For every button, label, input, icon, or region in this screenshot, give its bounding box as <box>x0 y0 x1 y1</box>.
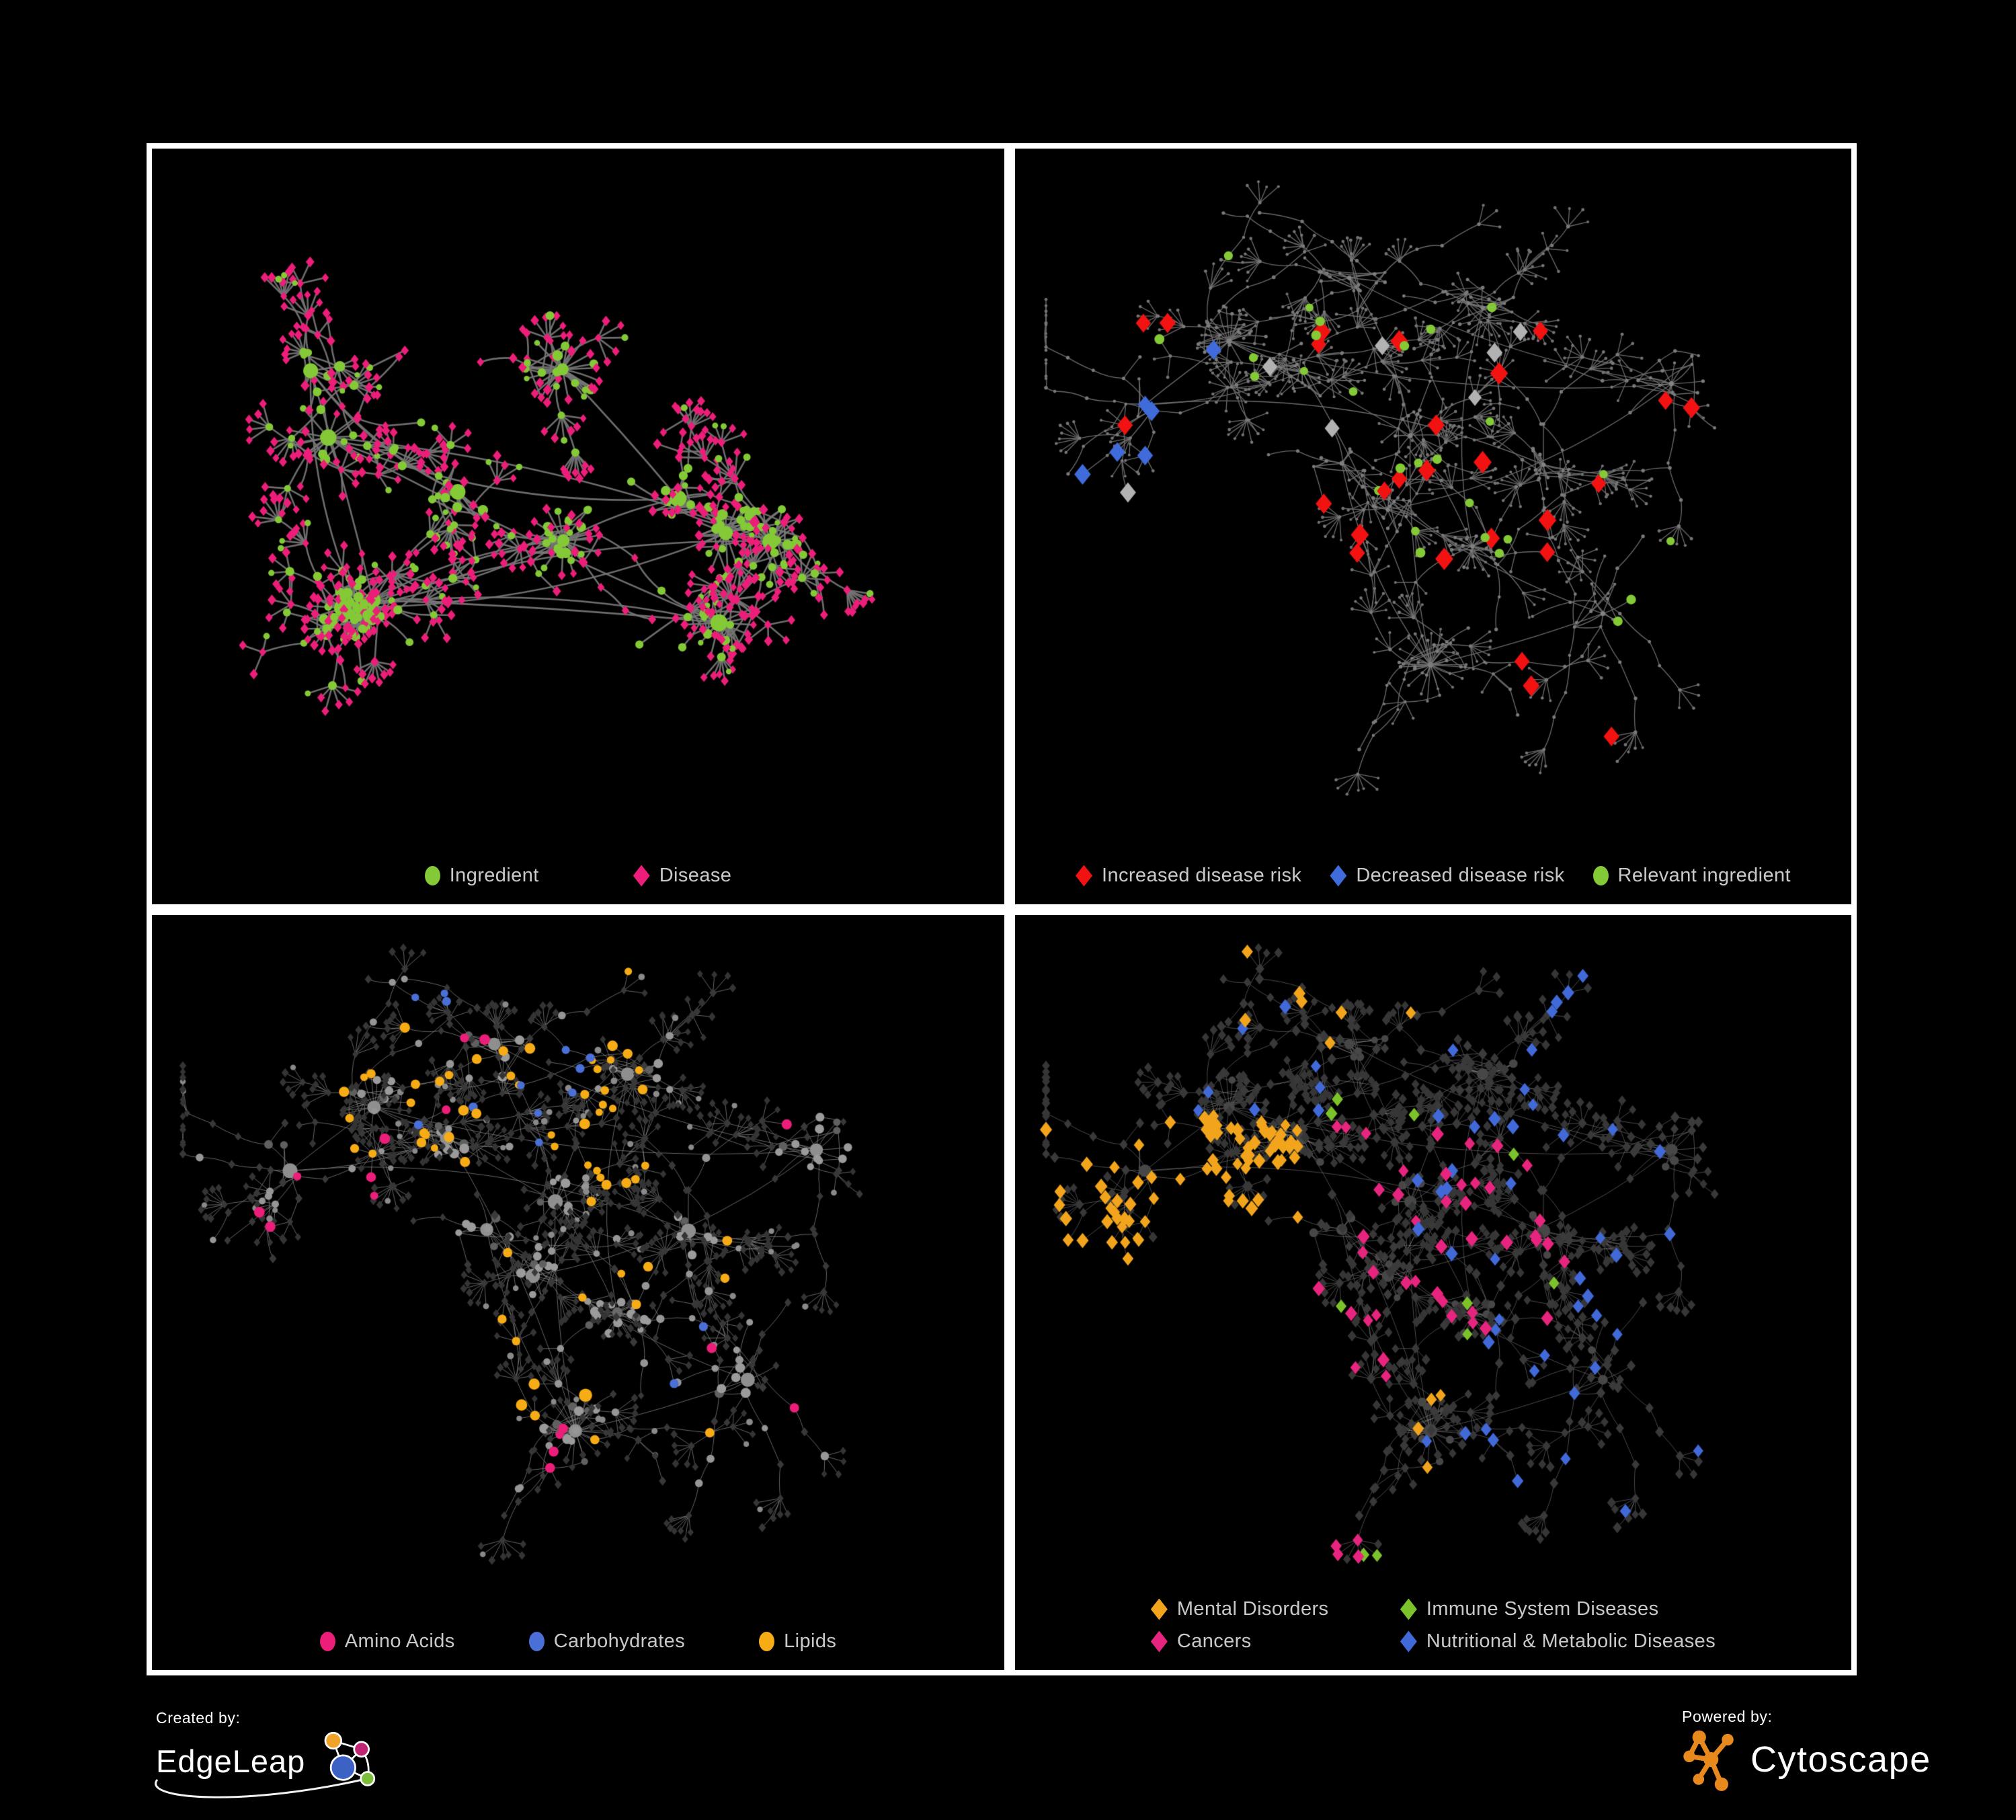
legend-item: Decreased disease risk <box>1330 865 1564 887</box>
legend-item: Amino Acids <box>319 1630 455 1653</box>
legend-item: Relevant ingredient <box>1592 865 1791 887</box>
disease-class-legend: Mental Disorders Immune System Diseases Ca… <box>1015 1598 1851 1653</box>
legend-label: Amino Acids <box>344 1630 455 1652</box>
nutrient-class-legend: Amino Acids Carbohydrates Lipids <box>152 1630 1004 1653</box>
legend-marker-circle <box>759 1632 775 1651</box>
disease-class-network-canvas <box>1015 915 1851 1670</box>
panel-nutrient-class: Amino Acids Carbohydrates Lipids <box>147 910 1010 1675</box>
legend-marker-diamond <box>1400 1598 1417 1620</box>
legend-item: Immune System Diseases <box>1400 1598 1716 1620</box>
ingredient-disease-network-canvas <box>152 149 1004 904</box>
powered-by-label: Powered by: <box>1682 1708 1773 1725</box>
legend-label: Mental Disorders <box>1176 1598 1329 1620</box>
legend-label: Relevant ingredient <box>1617 865 1791 886</box>
edgeleap-node-blue <box>330 1754 357 1781</box>
legend-label: Carbohydrates <box>553 1630 686 1652</box>
nutrient-class-network-canvas <box>152 915 1004 1670</box>
cytoscape-attribution: Powered by: <box>1682 1708 1931 1792</box>
panel-disease-class: Mental Disorders Immune System Diseases Ca… <box>1010 910 1857 1675</box>
legend-label: Cancers <box>1176 1630 1252 1652</box>
legend-item: Mental Disorders <box>1150 1598 1400 1620</box>
legend-marker-circle <box>528 1632 545 1651</box>
edgeleap-node-green <box>360 1771 376 1786</box>
legend-label: Immune System Diseases <box>1426 1598 1659 1620</box>
legend-item: Nutritional & Metabolic Diseases <box>1400 1630 1716 1653</box>
legend-label: Lipids <box>784 1630 837 1652</box>
legend-label: Nutritional & Metabolic Diseases <box>1426 1630 1716 1652</box>
panel-disease-risk: Increased disease risk Decreased disease … <box>1010 143 1857 910</box>
legend-item: Disease <box>633 865 732 887</box>
legend-marker-circle <box>424 866 440 885</box>
created-by-label: Created by: <box>156 1709 241 1727</box>
cytoscape-logo-nodes <box>1683 1730 1734 1791</box>
legend-marker-diamond <box>1400 1630 1417 1653</box>
legend-item: Carbohydrates <box>528 1630 686 1653</box>
disease-risk-legend: Increased disease risk Decreased disease … <box>1015 865 1851 887</box>
cytoscape-logo: Cytoscape <box>1682 1727 1931 1792</box>
edgeleap-node-magenta <box>353 1741 370 1758</box>
legend-label: Ingredient <box>449 865 539 886</box>
legend-item: Cancers <box>1150 1630 1400 1653</box>
edgeleap-attribution: Created by: EdgeLeap <box>155 1709 383 1798</box>
edgeleap-logo-icon <box>324 1731 376 1786</box>
cytoscape-wordmark: Cytoscape <box>1750 1739 1931 1780</box>
legend-label: Disease <box>659 865 732 886</box>
edgeleap-swoosh <box>155 1777 369 1798</box>
ingredient-disease-legend: Ingredient Disease <box>152 865 1004 887</box>
legend-item: Lipids <box>759 1630 836 1653</box>
legend-item: Increased disease risk <box>1075 865 1302 887</box>
legend-label: Increased disease risk <box>1101 865 1302 886</box>
legend-marker-circle <box>319 1632 335 1651</box>
legend-label: Decreased disease risk <box>1356 865 1565 886</box>
disease-risk-network-canvas <box>1015 149 1851 904</box>
edgeleap-logo: EdgeLeap <box>155 1727 383 1798</box>
legend-marker-circle <box>1592 866 1609 885</box>
legend-marker-diamond <box>1075 865 1092 887</box>
legend-marker-diamond <box>1330 865 1347 887</box>
legend-marker-diamond <box>1150 1598 1168 1620</box>
legend-item: Ingredient <box>424 865 539 887</box>
cytoscape-logo-icon <box>1683 1730 1734 1791</box>
panel-ingredient-disease: Ingredient Disease <box>147 143 1010 910</box>
legend-marker-diamond <box>1150 1630 1168 1653</box>
legend-marker-diamond <box>633 865 650 887</box>
edgeleap-wordmark: EdgeLeap <box>156 1743 306 1780</box>
edgeleap-node-orange <box>324 1731 343 1750</box>
